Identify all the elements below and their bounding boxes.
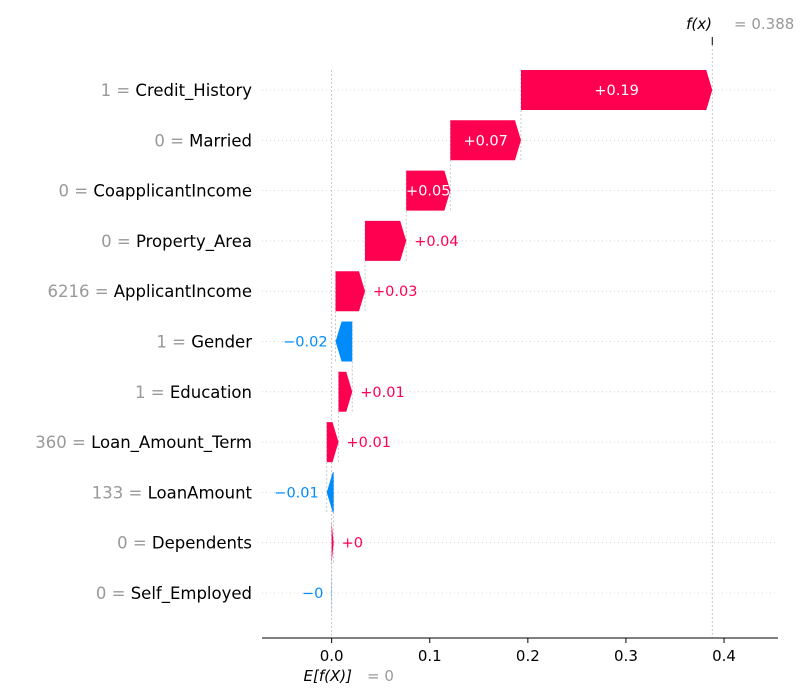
- bar-label-ApplicantIncome: +0.03: [373, 284, 417, 300]
- bar-label-CoapplicantIncome: +0.05: [406, 184, 450, 200]
- feature-value: 6216 =: [47, 282, 113, 301]
- feature-value: 0 =: [96, 584, 131, 603]
- bar-Loan_Amount_Term: [326, 422, 339, 463]
- x-tick-label: 0.4: [712, 647, 736, 665]
- bar-label-LoanAmount: −0.01: [274, 485, 318, 501]
- feature-label-Dependents: 0 = Dependents: [117, 534, 252, 553]
- feature-label-Married: 0 = Married: [154, 131, 252, 150]
- x-axis: 0.0 0.1 0.2 0.3 0.4: [262, 637, 778, 665]
- efx-annotation: E[f(X)] = 0: [304, 667, 394, 685]
- feature-value: 1 =: [101, 81, 136, 100]
- feature-label-Gender: 1 = Gender: [156, 333, 252, 352]
- bar-Property_Area: [365, 220, 407, 261]
- x-tick-label: 0.2: [516, 647, 540, 665]
- feature-value: 0 =: [117, 534, 152, 553]
- feature-name: Education: [170, 383, 252, 402]
- feature-value: 0 =: [101, 232, 136, 251]
- feature-name: Dependents: [152, 534, 252, 553]
- feature-value: 0 =: [59, 182, 94, 201]
- bar-label-Gender: −0.02: [283, 335, 327, 351]
- x-tick-label: 0.1: [418, 647, 442, 665]
- feature-label-CoapplicantIncome: 0 = CoapplicantIncome: [59, 182, 253, 201]
- feature-name: Loan_Amount_Term: [91, 433, 252, 453]
- efx-label: E[f(X)]: [304, 667, 353, 685]
- feature-value: 0 =: [154, 131, 189, 150]
- feature-label-ApplicantIncome: 6216 = ApplicantIncome: [47, 282, 252, 301]
- bar-Married: [450, 120, 521, 161]
- feature-label-LoanAmount: 133 = LoanAmount: [92, 483, 253, 502]
- feature-label-Loan_Amount_Term: 360 = Loan_Amount_Term: [35, 433, 252, 453]
- feature-name: Credit_History: [135, 81, 252, 101]
- feature-name: LoanAmount: [148, 483, 253, 502]
- bar-label-Dependents: +0: [342, 536, 363, 552]
- bar-CoapplicantIncome: [406, 170, 451, 211]
- bar-Credit_History: [520, 70, 713, 110]
- feature-name: Married: [189, 131, 252, 150]
- fx-value: = 0.388: [734, 15, 794, 33]
- fx-annotation: f(x) = 0.388: [686, 15, 794, 33]
- bar-label-Self_Employed: −0: [302, 586, 323, 602]
- feature-name: Self_Employed: [131, 584, 252, 604]
- feature-value: 133 =: [92, 483, 148, 502]
- feature-name: Gender: [191, 333, 252, 352]
- feature-label-Property_Area: 0 = Property_Area: [101, 232, 252, 252]
- feature-value: 1 =: [135, 383, 170, 402]
- feature-value: 360 =: [35, 433, 91, 452]
- fx-label: f(x): [686, 15, 712, 33]
- x-tick-label: 0.3: [614, 647, 638, 665]
- contribution-bars: [326, 70, 713, 613]
- efx-value: = 0: [367, 667, 394, 685]
- bar-label-Loan_Amount_Term: +0.01: [347, 435, 391, 451]
- bar-Dependents: [331, 522, 334, 563]
- bar-LoanAmount: [326, 472, 334, 513]
- feature-name: CoapplicantIncome: [93, 182, 252, 201]
- bar-Gender: [335, 321, 353, 362]
- feature-name: Property_Area: [136, 232, 252, 252]
- bar-label-Property_Area: +0.04: [414, 234, 458, 250]
- contribution-labels: +0.19 +0.07 +0.05 +0.04 +0.03 −0.02 +0.01 +0.01…: [274, 83, 639, 602]
- bar-Education: [338, 371, 353, 412]
- feature-label-Education: 1 = Education: [135, 383, 252, 402]
- bar-ApplicantIncome: [335, 271, 366, 312]
- feature-label-Self_Employed: 0 = Self_Employed: [96, 584, 252, 604]
- bar-label-Education: +0.01: [360, 385, 404, 401]
- x-tick-label: 0.0: [320, 647, 344, 665]
- bar-label-Married: +0.07: [463, 133, 507, 149]
- feature-value: 1 =: [156, 333, 191, 352]
- feature-name: ApplicantIncome: [114, 282, 252, 301]
- bar-label-Credit_History: +0.19: [594, 83, 638, 99]
- reference-lines: [326, 37, 713, 638]
- feature-label-Credit_History: 1 = Credit_History: [101, 81, 253, 101]
